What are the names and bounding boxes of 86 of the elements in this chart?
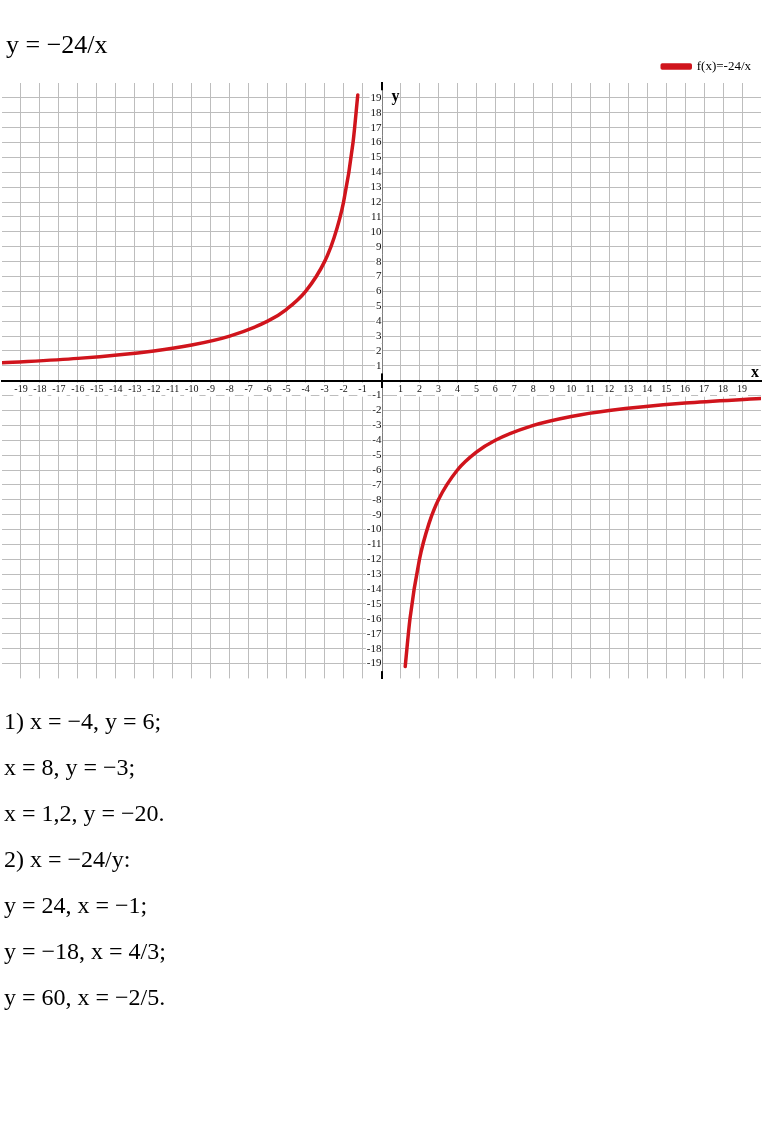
x-tick-label: -15 <box>90 383 104 395</box>
x-tick-label: 9 <box>549 383 555 395</box>
x-tick-label: -17 <box>52 383 66 395</box>
x-tick-label: 6 <box>492 383 498 395</box>
y-tick-label: 7 <box>376 269 382 282</box>
y-tick-label: -18 <box>366 641 382 654</box>
text: x = 8, y = −3; <box>4 753 137 782</box>
y-tick-label: 9 <box>376 239 382 252</box>
y-tick-label: 11 <box>370 209 382 222</box>
y-axis-title: y <box>391 87 400 106</box>
x-tick-label: -19 <box>14 383 28 395</box>
x-tick-label: -7 <box>244 383 253 395</box>
y-tick-label: -11 <box>367 537 382 550</box>
y-tick-label: 15 <box>370 150 382 163</box>
x-tick-label: 14 <box>642 383 653 395</box>
x-tick-label: 15 <box>661 383 672 395</box>
legend-label: f(x)=-24/x <box>696 57 752 73</box>
x-tick-label: -5 <box>282 383 291 395</box>
y-tick-label: 3 <box>376 328 382 341</box>
chart-title: y = −24/x <box>5 29 109 59</box>
y-tick-label: 4 <box>376 314 382 327</box>
x-tick-label: 18 <box>718 383 729 395</box>
x-tick-label: 2 <box>416 383 422 395</box>
x-tick-label: 11 <box>585 383 596 395</box>
x-tick-label: 19 <box>737 383 748 395</box>
y-tick-label: -13 <box>366 567 382 580</box>
text: y = 60, x = −2/5. <box>4 983 167 1012</box>
x-tick-label: -8 <box>225 383 234 395</box>
y-tick-label: -10 <box>366 522 382 535</box>
y-tick-label: -9 <box>372 507 382 520</box>
y-tick-label: -5 <box>372 448 382 461</box>
y-tick-label: -14 <box>366 581 382 594</box>
y-tick-label: 12 <box>370 194 382 207</box>
y-tick-label: 8 <box>376 254 382 267</box>
y-tick-label: 17 <box>370 120 382 133</box>
y-tick-label: 16 <box>370 135 382 148</box>
x-tick-label: -16 <box>71 383 85 395</box>
x-tick-label: -2 <box>339 383 348 395</box>
x-tick-label: 17 <box>699 383 710 395</box>
x-tick-label: -4 <box>301 383 310 395</box>
x-tick-label: 13 <box>623 383 634 395</box>
y-tick-label: 13 <box>370 180 382 193</box>
x-tick-label: -9 <box>206 383 215 395</box>
y-tick-label: 19 <box>370 90 382 103</box>
y-tick-label: -6 <box>372 462 382 475</box>
text: y = 24, x = −1; <box>4 891 149 920</box>
y-tick-label: 6 <box>376 284 382 297</box>
y-tick-label: -4 <box>372 433 382 446</box>
x-tick-label: -18 <box>33 383 47 395</box>
x-tick-label: 4 <box>454 383 460 395</box>
text: 1) x = −4, y = 6; <box>4 707 163 736</box>
x-tick-label: 8 <box>530 383 536 395</box>
text: y = −18, x = 4/3; <box>4 937 167 966</box>
x-tick-label: -14 <box>109 383 123 395</box>
y-tick-label: -16 <box>366 611 382 624</box>
x-tick-label: 1 <box>397 383 403 395</box>
x-tick-label: -13 <box>128 383 142 395</box>
y-tick-label: 18 <box>370 105 382 118</box>
text: 2) x = −24/y: <box>4 845 132 874</box>
x-tick-label: -10 <box>185 383 199 395</box>
y-tick-label: 2 <box>376 343 382 356</box>
x-tick-label: -11 <box>166 383 180 395</box>
y-tick-label: 5 <box>376 299 382 312</box>
x-axis-title: x <box>751 362 759 380</box>
x-tick-label: -12 <box>147 383 161 395</box>
y-tick-label: -15 <box>366 596 382 609</box>
y-tick-label: -3 <box>372 418 382 431</box>
x-tick-label: 7 <box>511 383 517 395</box>
x-tick-label: -3 <box>320 383 329 395</box>
y-tick-label: -17 <box>366 626 382 639</box>
x-tick-label: 12 <box>604 383 615 395</box>
y-tick-label: -7 <box>372 477 382 490</box>
x-tick-label: 16 <box>680 383 691 395</box>
y-tick-label: 10 <box>370 224 382 237</box>
x-tick-label: -1 <box>358 383 367 395</box>
y-tick-label: 1 <box>376 358 382 371</box>
y-tick-label: -12 <box>366 552 382 565</box>
x-tick-label: -6 <box>263 383 272 395</box>
y-tick-label: 14 <box>370 165 382 178</box>
x-tick-label: 10 <box>566 383 577 395</box>
x-tick-label: 5 <box>473 383 479 395</box>
y-tick-label: -2 <box>372 403 382 416</box>
x-tick-label: 3 <box>435 383 441 395</box>
text: x = 1,2, y = −20. <box>4 799 166 828</box>
y-tick-label: -8 <box>372 492 382 505</box>
y-tick-label: -19 <box>366 656 382 669</box>
